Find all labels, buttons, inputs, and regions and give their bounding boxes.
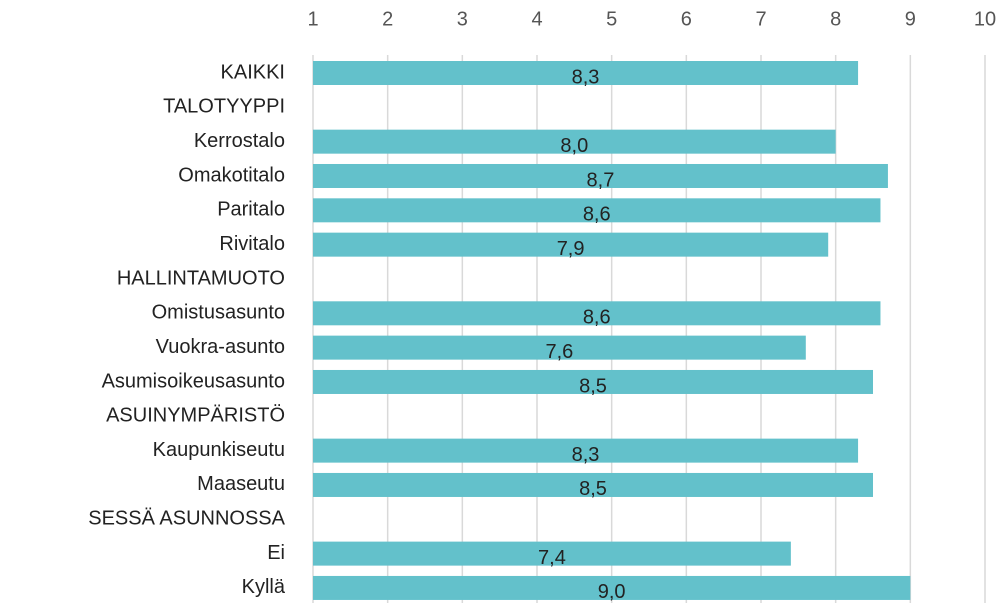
y-tick-label: Omakotitalo [178, 164, 285, 186]
bar [313, 438, 859, 463]
y-tick-label: Kyllä [242, 576, 286, 598]
value-label: 8,3 [572, 66, 600, 88]
bar [313, 232, 829, 257]
y-tick-label: ASUINYMPÄRISTÖ [106, 405, 285, 427]
value-label: 7,6 [545, 341, 573, 363]
bar [313, 301, 881, 326]
x-tick-label: 7 [755, 8, 766, 30]
bar [313, 472, 873, 497]
value-label: 8,3 [572, 444, 600, 466]
bar [313, 575, 911, 600]
bar [313, 369, 873, 394]
value-label: 8,6 [583, 307, 611, 329]
x-tick-label: 10 [974, 8, 996, 30]
value-label: 9,0 [598, 581, 626, 603]
x-tick-label: 2 [382, 8, 393, 30]
y-tick-label: Ei [267, 542, 285, 564]
y-tick-label: KAIKKI [221, 61, 285, 83]
y-tick-label: Maaseutu [197, 473, 285, 495]
y-tick-label: TALOTYYPPI [163, 96, 285, 118]
y-tick-label: HALLINTAMUOTO [117, 267, 285, 289]
y-tick-label: SESSÄ ASUNNOSSA [88, 508, 285, 530]
bar [313, 198, 881, 223]
value-label: 8,0 [560, 135, 588, 157]
bar [313, 61, 859, 85]
value-label: 8,5 [579, 375, 607, 397]
x-tick-label: 3 [457, 8, 468, 30]
value-label: 8,6 [583, 204, 611, 226]
bar [313, 335, 806, 360]
value-label: 8,7 [587, 169, 615, 191]
x-tick-label: 8 [830, 8, 841, 30]
y-tick-label: Vuokra-asunto [156, 336, 285, 358]
y-tick-label: Paritalo [217, 199, 285, 221]
bar [313, 541, 791, 566]
value-label: 7,4 [538, 547, 566, 569]
x-tick-label: 6 [681, 8, 692, 30]
x-tick-label: 9 [905, 8, 916, 30]
y-tick-label: Asumisoikeusasunto [102, 370, 285, 392]
y-tick-label: Omistusasunto [152, 302, 285, 324]
x-tick-label: 5 [606, 8, 617, 30]
bar [313, 163, 888, 188]
x-tick-label: 1 [307, 8, 318, 30]
value-label: 8,5 [579, 478, 607, 500]
y-tick-label: Kaupunkiseutu [153, 439, 285, 461]
bar [313, 129, 836, 154]
y-tick-label: Kerrostalo [194, 130, 285, 152]
value-label: 7,9 [557, 238, 585, 260]
y-tick-label: Rivitalo [219, 233, 285, 255]
x-tick-label: 4 [531, 8, 542, 30]
